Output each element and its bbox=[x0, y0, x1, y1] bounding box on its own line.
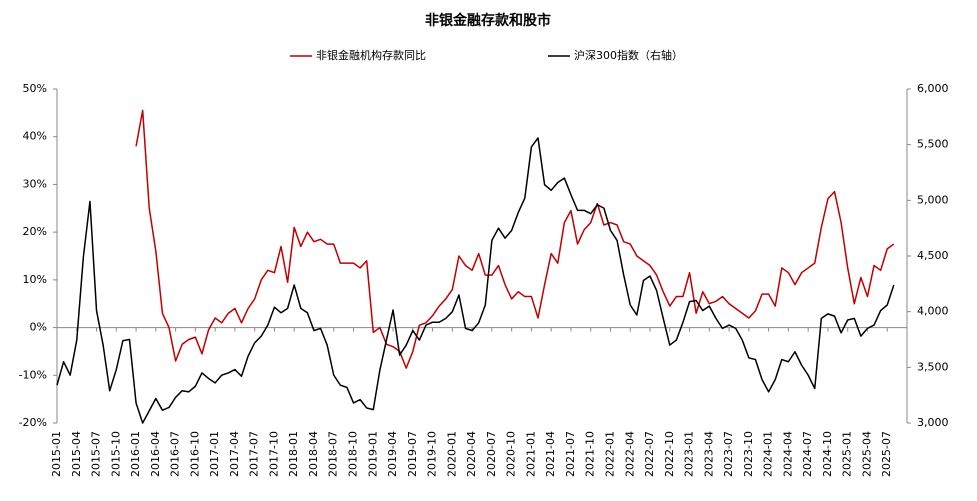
y2-tick-label: 3,000 bbox=[917, 416, 949, 429]
y-tick-label: -10% bbox=[19, 368, 47, 381]
x-tick-label: 2024-07 bbox=[801, 431, 814, 477]
x-tick-label: 2019-04 bbox=[386, 431, 399, 477]
x-tick-label: 2024-01 bbox=[762, 431, 775, 477]
x-tick-label: 2017-01 bbox=[208, 431, 221, 477]
x-tick-label: 2020-01 bbox=[445, 431, 458, 477]
x-tick-label: 2022-01 bbox=[603, 431, 616, 477]
y-tick-label: 50% bbox=[23, 82, 47, 95]
series-line bbox=[56, 137, 895, 424]
x-tick-label: 2021-01 bbox=[524, 431, 537, 477]
x-tick-label: 2018-04 bbox=[307, 431, 320, 477]
x-tick-label: 2019-01 bbox=[366, 431, 379, 477]
x-tick-label: 2025-07 bbox=[880, 431, 893, 477]
y-tick-label: 40% bbox=[23, 130, 47, 143]
x-tick-label: 2016-10 bbox=[188, 431, 201, 477]
x-tick-label: 2022-07 bbox=[643, 431, 656, 477]
x-tick-label: 2017-04 bbox=[228, 431, 241, 477]
x-tick-label: 2022-04 bbox=[623, 431, 636, 477]
x-tick-label: 2015-01 bbox=[50, 431, 63, 477]
x-tick-label: 2022-10 bbox=[663, 431, 676, 477]
x-tick-label: 2025-04 bbox=[860, 431, 873, 477]
y-tick-label: 10% bbox=[23, 273, 47, 286]
x-tick-label: 2025-01 bbox=[841, 431, 854, 477]
series-line bbox=[135, 109, 895, 369]
y2-tick-label: 6,000 bbox=[917, 82, 949, 95]
x-tick-label: 2023-07 bbox=[722, 431, 735, 477]
x-tick-label: 2018-01 bbox=[287, 431, 300, 477]
x-tick-label: 2015-07 bbox=[90, 431, 103, 477]
y2-tick-label: 5,500 bbox=[917, 138, 949, 151]
x-tick-label: 2017-10 bbox=[267, 431, 280, 477]
y-tick-label: -20% bbox=[19, 416, 47, 429]
x-tick-label: 2016-07 bbox=[169, 431, 182, 477]
chart-title: 非银金融存款和股市 bbox=[425, 12, 551, 29]
y2-tick-label: 3,500 bbox=[917, 360, 949, 373]
x-tick-label: 2015-10 bbox=[109, 431, 122, 477]
y-tick-label: 0% bbox=[30, 321, 47, 334]
y-tick-label: 20% bbox=[23, 225, 47, 238]
x-tick-label: 2019-10 bbox=[426, 431, 439, 477]
x-tick-label: 2018-07 bbox=[327, 431, 340, 477]
x-tick-label: 2017-07 bbox=[248, 431, 261, 477]
x-tick-label: 2023-10 bbox=[742, 431, 755, 477]
x-tick-label: 2023-04 bbox=[702, 431, 715, 477]
legend-label: 沪深300指数（右轴） bbox=[574, 48, 683, 62]
x-tick-label: 2020-04 bbox=[465, 431, 478, 477]
x-tick-label: 2024-10 bbox=[821, 431, 834, 477]
y-tick-label: 30% bbox=[23, 177, 47, 190]
x-tick-label: 2024-04 bbox=[781, 431, 794, 477]
x-tick-label: 2021-04 bbox=[544, 431, 557, 477]
x-tick-label: 2021-07 bbox=[564, 431, 577, 477]
legend-label: 非银金融机构存款同比 bbox=[316, 48, 426, 62]
x-tick-label: 2020-10 bbox=[505, 431, 518, 477]
y2-tick-label: 4,000 bbox=[917, 305, 949, 318]
x-tick-label: 2019-07 bbox=[406, 431, 419, 477]
x-tick-label: 2023-01 bbox=[683, 431, 696, 477]
x-tick-label: 2020-07 bbox=[485, 431, 498, 477]
x-tick-label: 2015-04 bbox=[70, 431, 83, 477]
y2-tick-label: 5,000 bbox=[917, 193, 949, 206]
x-tick-label: 2018-10 bbox=[347, 431, 360, 477]
x-tick-label: 2021-10 bbox=[584, 431, 597, 477]
y2-tick-label: 4,500 bbox=[917, 249, 949, 262]
x-tick-label: 2016-04 bbox=[149, 431, 162, 477]
x-tick-label: 2016-01 bbox=[129, 431, 142, 477]
